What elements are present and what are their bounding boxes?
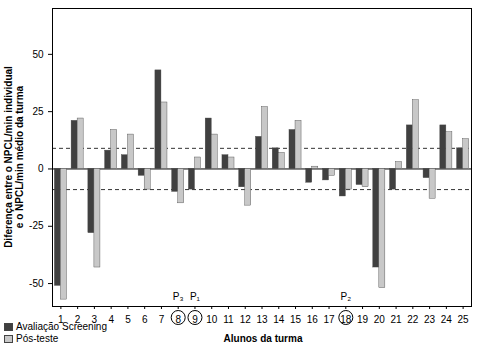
svg-text:16: 16: [307, 314, 319, 325]
svg-text:24: 24: [441, 314, 453, 325]
svg-text:14: 14: [273, 314, 285, 325]
svg-text:5: 5: [125, 314, 131, 325]
svg-text:25: 25: [32, 106, 44, 117]
svg-text:25: 25: [458, 314, 470, 325]
svg-text:10: 10: [206, 314, 218, 325]
svg-text:20: 20: [374, 314, 386, 325]
svg-text:7: 7: [159, 314, 165, 325]
svg-text:13: 13: [256, 314, 268, 325]
svg-text:23: 23: [424, 314, 436, 325]
svg-text:17: 17: [323, 314, 335, 325]
svg-text:12: 12: [240, 314, 252, 325]
svg-text:-50: -50: [29, 278, 44, 289]
svg-text:0: 0: [38, 163, 44, 174]
svg-text:8: 8: [175, 314, 181, 325]
svg-text:P₁: P₁: [190, 291, 201, 302]
svg-text:21: 21: [391, 314, 403, 325]
svg-text:50: 50: [32, 49, 44, 60]
svg-text:-25: -25: [29, 220, 44, 231]
svg-text:11: 11: [223, 314, 234, 325]
svg-text:19: 19: [357, 314, 369, 325]
svg-text:22: 22: [407, 314, 419, 325]
svg-text:P₂: P₂: [341, 291, 352, 302]
svg-text:15: 15: [290, 314, 302, 325]
svg-text:6: 6: [142, 314, 148, 325]
svg-text:4: 4: [108, 314, 114, 325]
svg-text:9: 9: [192, 314, 198, 325]
svg-text:P₃: P₃: [173, 291, 184, 302]
